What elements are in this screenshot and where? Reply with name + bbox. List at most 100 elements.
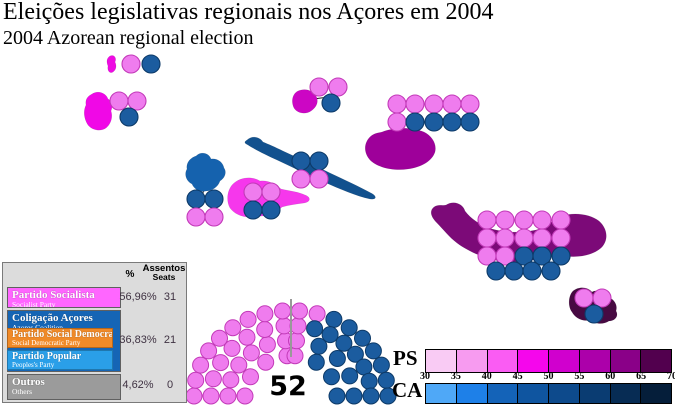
seat-dot-ps: [424, 94, 444, 114]
ps-color-scale: [425, 349, 672, 373]
parliament-seat-ca: [341, 367, 359, 385]
ps-scale-segment: [487, 350, 519, 372]
parliament-seat-ca: [355, 358, 373, 376]
parliament-seat-ps: [192, 356, 210, 374]
seat-dot-ps: [532, 210, 552, 230]
parliament-seat-ca: [362, 387, 380, 405]
ca-seats: 21: [163, 334, 177, 346]
seat-dot-ps: [551, 210, 571, 230]
parliament-seat-ps: [274, 302, 291, 320]
ca-color-scale: [425, 383, 672, 404]
legend-table: % Assentos Seats Partido Socialista Soci…: [2, 262, 187, 403]
seat-dot-ca: [309, 151, 329, 171]
seat-dot-ps: [243, 182, 263, 202]
ca-scale-label: CA: [392, 378, 423, 402]
seat-dot-ps: [309, 77, 329, 97]
ca-scale-segment: [518, 384, 549, 403]
seat-dot-ps: [477, 228, 497, 248]
scale-tick-label: 60: [605, 371, 616, 382]
legend-row-partido-socialista: Partido Socialista Socialist Party: [7, 287, 121, 308]
party-name: Coligação Açores: [12, 312, 93, 324]
seat-dot-ps: [309, 169, 329, 189]
ps-scale-segment: [426, 350, 457, 372]
parliament-seat-ps: [236, 387, 254, 405]
party-name-en: Azores Coalition: [12, 324, 120, 332]
outros-seats: 0: [166, 379, 174, 391]
parliament-seat-ca: [328, 350, 346, 367]
seat-dot-ps: [532, 228, 552, 248]
parliament-seat-ps: [211, 329, 228, 347]
seat-dot-ps: [405, 94, 425, 114]
island-terceira: [365, 128, 436, 170]
seat-dot-ca: [321, 93, 341, 113]
scale-tick-label: 65: [636, 371, 647, 382]
seat-dot-ps: [109, 91, 129, 111]
scale-tick-label: 50: [543, 371, 554, 382]
island-faial: [185, 152, 226, 192]
parliament-seat-ca: [345, 387, 363, 405]
parliament-seat-ps: [224, 319, 242, 337]
seat-dot-ps: [291, 169, 311, 189]
parliament-seat-ps: [256, 305, 274, 323]
parliament-seat-ps: [202, 387, 220, 405]
ca-scale-segment: [487, 384, 519, 403]
page-subtitle: 2004 Azorean regional election: [3, 27, 254, 49]
parliament-seat-ps: [257, 353, 275, 371]
parliament-seat-ca: [306, 320, 324, 338]
parliament-diagram: [185, 299, 397, 405]
parliament-seat-ca: [335, 334, 353, 352]
island-corvo: [106, 55, 117, 73]
parliament-seat-ca: [372, 356, 390, 374]
ps-scale-segment: [456, 350, 488, 372]
parliament-seat-ps: [204, 370, 222, 388]
ps-scale-label: PS: [393, 346, 418, 370]
seat-dot-ps: [495, 228, 515, 248]
parliament-seat-ca: [307, 353, 325, 371]
party-name-en: Peoples's Party: [12, 361, 55, 369]
ca-scale-segment: [610, 384, 642, 403]
party-name: Partido Social Democrata: [12, 329, 113, 340]
seat-dot-ps: [121, 54, 141, 74]
scale-tick-labels: 30 35 40 45 50 55 60 65 70: [420, 371, 675, 383]
parliament-seat-ps: [242, 368, 259, 386]
seat-dot-ca: [141, 54, 161, 74]
parliament-seat-ps: [238, 328, 256, 346]
seat-dot-ca: [424, 112, 444, 132]
seat-dot-ca: [486, 261, 506, 281]
seat-dot-ps: [387, 112, 407, 132]
legend-header-percent: %: [125, 269, 135, 280]
parliament-total-seats: 52: [269, 371, 307, 402]
seat-dot-ca: [504, 261, 524, 281]
parliament-seat-ca: [354, 329, 371, 347]
seat-dot-ps: [127, 91, 147, 111]
parliament-seat-ps: [258, 336, 276, 354]
parliament-seat-ca: [340, 319, 358, 337]
island-flores: [84, 91, 113, 131]
parliament-seat-ca: [364, 342, 382, 360]
island-sao-jorge: [244, 136, 376, 200]
seat-dot-ca: [186, 189, 206, 209]
seat-dot-ps: [477, 210, 497, 230]
seat-dot-ca: [291, 151, 311, 171]
ca-scale-segment: [579, 384, 611, 403]
page-title: Eleições legislativas regionais nos Açor…: [3, 0, 494, 25]
parliament-seat-ca: [360, 372, 378, 390]
legend-subrow-pp: Partido Popular Peoples's Party: [7, 350, 113, 370]
seat-dot-ps: [514, 228, 534, 248]
scale-tick-label: 55: [574, 371, 585, 382]
parliament-seat-ps: [239, 310, 257, 328]
seat-dot-ps: [442, 94, 462, 114]
parliament-seat-ca: [328, 387, 346, 405]
legend-row-outros: Outros Others: [7, 374, 121, 400]
legend-subrow-psd: Partido Social Democrata Social Democrat…: [7, 328, 113, 348]
party-name: Partido Popular: [12, 351, 82, 362]
seat-dot-ps: [204, 207, 224, 227]
seat-dot-ps: [495, 246, 515, 266]
seat-dot-ps: [514, 210, 534, 230]
seat-dot-ca: [460, 112, 480, 132]
ps-seats: 31: [163, 291, 177, 303]
ca-percent: 36,83%: [119, 334, 157, 346]
legend-header-seats: Assentos Seats: [141, 264, 187, 282]
scale-tick-label: 45: [512, 371, 523, 382]
